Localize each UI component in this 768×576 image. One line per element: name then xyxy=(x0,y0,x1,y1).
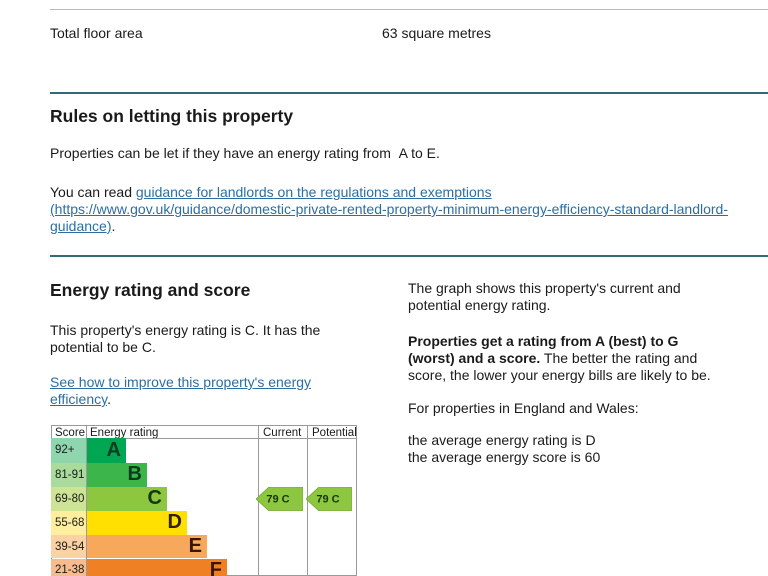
svg-text:79 C: 79 C xyxy=(266,494,289,506)
svg-text:79 C: 79 C xyxy=(316,494,339,506)
